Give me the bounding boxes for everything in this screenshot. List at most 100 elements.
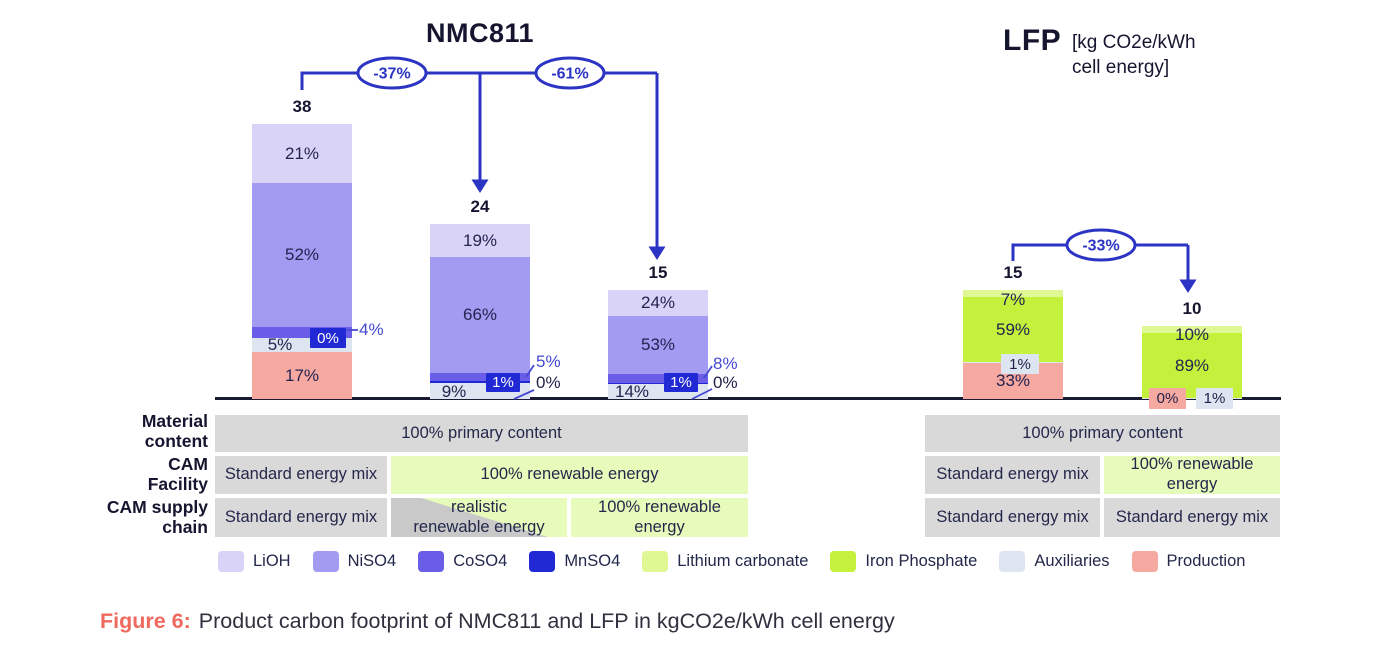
bar-nmc811-15: 14% 53% 24% <box>608 289 708 400</box>
segment-lithium_carbonate: 10% <box>1142 326 1242 343</box>
reduction-badge-label: -33% <box>1082 238 1119 255</box>
arrowhead-icon <box>648 246 666 260</box>
segment-coso4 <box>252 326 352 338</box>
segment-auxiliaries <box>1142 398 1242 399</box>
legend-label: NiSO4 <box>347 552 397 570</box>
segment-lioh: 19% <box>430 223 530 258</box>
segment-coso4 <box>608 373 708 383</box>
x-axis-baseline <box>215 397 1281 400</box>
segment-chip-label: 1% <box>486 373 520 392</box>
segment-percentage-label: 53% <box>640 335 676 355</box>
bar-total-label: 24 <box>470 196 490 216</box>
legend-item-lioh: LiOH <box>218 551 291 572</box>
legend-swatch-coso4 <box>418 551 445 572</box>
row-label-cam-supply-chain: CAM supply chain <box>106 497 208 537</box>
segment-iron_phosphate: 89% <box>1142 333 1242 399</box>
segment-percentage-label: 9% <box>441 381 467 401</box>
bar-total-label: 15 <box>648 262 668 282</box>
bar-lfp-10: 89% 10% <box>1142 326 1242 399</box>
table-cell-nmc-facility-renewable: 100% renewable energy <box>391 456 748 494</box>
segment-callout-label: 0% <box>536 373 561 392</box>
table-cell-nmc-supply-realistic: realistic renewable energy <box>391 498 567 537</box>
legend: LiOH NiSO4 CoSO4 MnSO4 Lithium carbonate Iron… <box>218 551 1245 572</box>
legend-swatch-lithium_carbonate <box>642 551 669 572</box>
legend-item-production: Production <box>1131 551 1246 572</box>
table-cell-text: realistic renewable energy <box>413 497 545 536</box>
segment-percentage-label: 5% <box>267 335 293 355</box>
segment-chip-label: 1% <box>1196 388 1233 409</box>
table-cell-lfp-facility-renewable: 100% renewable energy <box>1104 455 1280 494</box>
legend-label: Iron Phosphate <box>865 552 978 570</box>
segment-chip-label: 0% <box>1149 388 1186 409</box>
legend-label: LiOH <box>253 552 291 570</box>
segment-production: 17% <box>252 351 352 399</box>
unit-label: [kg CO2e/kWh cell energy] <box>1072 32 1196 78</box>
table-cell-lfp-supply-standard-2: Standard energy mix <box>1104 498 1280 537</box>
segment-callout-label: 8% <box>713 354 738 373</box>
table-cell-nmc-material-content: 100% primary content <box>215 415 748 452</box>
bar-total-label: 38 <box>292 97 312 117</box>
segment-mnso4 <box>608 382 708 384</box>
legend-swatch-mnso4 <box>529 551 556 572</box>
segment-percentage-label: 24% <box>640 293 676 313</box>
segment-niso4: 53% <box>608 315 708 374</box>
legend-swatch-auxiliaries <box>999 551 1026 572</box>
reduction-badge <box>356 56 428 90</box>
legend-item-lithium_carbonate: Lithium carbonate <box>642 551 808 572</box>
row-label-material-content: Material content <box>141 411 208 451</box>
segment-lioh: 21% <box>252 124 352 183</box>
table-cell-lfp-facility-standard: Standard energy mix <box>925 456 1100 494</box>
reduction-badge <box>534 56 606 90</box>
segment-production: 33% <box>963 362 1063 399</box>
segment-callout-label: 5% <box>536 352 561 371</box>
table-cell-lfp-supply-standard: Standard energy mix <box>925 498 1100 537</box>
legend-label: Production <box>1166 552 1246 570</box>
reduction-badge-label: -37% <box>373 66 410 83</box>
segment-chip-label: 1% <box>1001 354 1039 374</box>
segment-chip-label: 0% <box>310 328 346 348</box>
segment-percentage-label: 19% <box>462 230 498 250</box>
segment-percentage-label: 66% <box>462 305 498 325</box>
segment-iron_phosphate: 59% <box>963 297 1063 362</box>
segment-percentage-label: 59% <box>995 319 1031 339</box>
legend-label: Auxiliaries <box>1034 552 1110 570</box>
reduction-arrow-line <box>300 71 657 90</box>
segment-chip-label: 1% <box>664 373 698 392</box>
lfp-chart-title: LFP <box>1003 24 1062 57</box>
reduction-arrow-line <box>1011 243 1188 261</box>
segment-callout-label: 4% <box>359 320 384 339</box>
segment-mnso4 <box>430 381 530 384</box>
table-cell-nmc-facility-standard: Standard energy mix <box>215 456 387 494</box>
legend-item-coso4: CoSO4 <box>418 551 507 572</box>
table-cell-lfp-material-content: 100% primary content <box>925 415 1280 452</box>
legend-swatch-lioh <box>218 551 244 572</box>
bar-nmc811-38: 17% 5% 52% 21% <box>252 124 352 399</box>
bar-total-label: 10 <box>1182 299 1202 318</box>
segment-niso4: 52% <box>252 182 352 327</box>
legend-swatch-iron_phosphate <box>830 551 857 572</box>
gray-green-wedge <box>391 498 548 537</box>
segment-percentage-label: 21% <box>284 144 320 164</box>
segment-percentage-label: 89% <box>1174 356 1210 376</box>
figure-caption: Figure 6: Product carbon footprint of NMC… <box>100 609 895 634</box>
legend-item-niso4: NiSO4 <box>312 551 397 572</box>
bar-lfp-15: 33% 59% 7% <box>963 289 1063 399</box>
segment-percentage-label: 10% <box>1174 325 1210 345</box>
nmc811-chart-title: NMC811 <box>425 18 535 48</box>
segment-percentage-label: 52% <box>284 245 320 265</box>
segment-lioh: 24% <box>608 289 708 316</box>
segment-niso4: 66% <box>430 257 530 373</box>
segment-percentage-label: 7% <box>1000 289 1026 309</box>
segment-lithium_carbonate: 7% <box>963 289 1063 308</box>
legend-swatch-production <box>1131 551 1158 572</box>
caption-text: Product carbon footprint of NMC811 and L… <box>198 609 895 633</box>
reduction-badge-label: -61% <box>551 66 588 83</box>
legend-item-mnso4: MnSO4 <box>529 551 620 572</box>
bar-nmc811-24: 9% 66% 19% <box>430 223 530 401</box>
caption-prefix: Figure 6: <box>100 609 191 633</box>
legend-label: Lithium carbonate <box>677 552 809 570</box>
arrowhead-icon <box>1179 279 1197 293</box>
legend-label: CoSO4 <box>453 552 508 570</box>
segment-auxiliaries: 14% <box>608 383 708 400</box>
